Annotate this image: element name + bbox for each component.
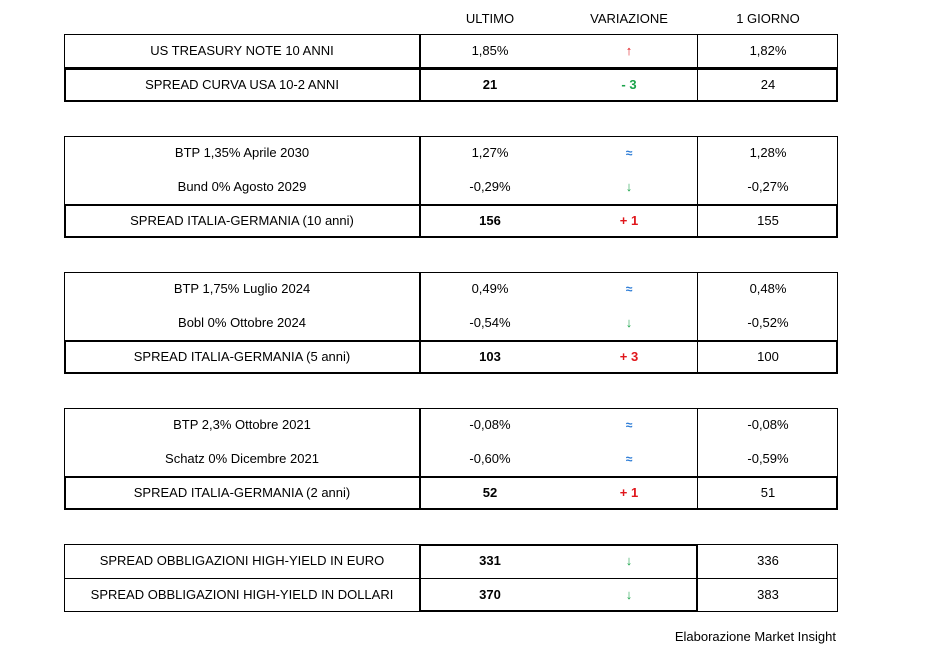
value-1-giorno: -0,08%: [747, 417, 789, 432]
table-row: BTP 1,35% Aprile 2030 1,27% ≈ 1,28%: [64, 136, 838, 170]
value-ultimo: -0,60%: [469, 451, 511, 466]
row-label: SPREAD ITALIA-GERMANIA (10 anni): [130, 213, 354, 228]
header-variazione: VARIAZIONE: [590, 11, 668, 26]
table-row: BTP 1,75% Luglio 2024 0,49% ≈ 0,48%: [64, 272, 838, 306]
value-ultimo: 103: [479, 349, 501, 364]
row-label: SPREAD ITALIA-GERMANIA (5 anni): [133, 349, 351, 364]
value-1-giorno: 51: [760, 485, 776, 500]
block-spread-10-anni: BTP 1,35% Aprile 2030 1,27% ≈ 1,28% Bund…: [64, 136, 838, 238]
table-row: SPREAD OBBLIGAZIONI HIGH-YIELD IN DOLLAR…: [64, 578, 838, 612]
value-ultimo: -0,29%: [469, 179, 511, 194]
table-row: US TREASURY NOTE 10 ANNI 1,85% ↑ 1,82%: [64, 34, 838, 68]
value-1-giorno: 0,48%: [749, 281, 787, 296]
value-ultimo: 52: [482, 485, 498, 500]
table-row: SPREAD ITALIA-GERMANIA (10 anni) 156 + 1…: [64, 204, 838, 238]
row-label: US TREASURY NOTE 10 ANNI: [150, 43, 334, 58]
value-ultimo: 1,85%: [471, 43, 509, 58]
row-label: Schatz 0% Dicembre 2021: [165, 451, 319, 466]
arrow-down-icon: ↓: [625, 315, 633, 330]
row-label: SPREAD OBBLIGAZIONI HIGH-YIELD IN DOLLAR…: [90, 587, 394, 602]
value-ultimo: 331: [479, 553, 501, 568]
value-1-giorno: 1,82%: [749, 43, 787, 58]
value-1-giorno: 24: [760, 77, 776, 92]
value-ultimo: 1,27%: [471, 145, 509, 160]
row-label: BTP 2,3% Ottobre 2021: [173, 417, 311, 432]
row-label: BTP 1,75% Luglio 2024: [173, 281, 311, 296]
value-1-giorno: 383: [757, 587, 779, 602]
arrow-up-icon: ↑: [625, 43, 633, 58]
value-variazione: - 3: [621, 77, 637, 92]
table-row: Schatz 0% Dicembre 2021 -0,60% ≈ -0,59%: [64, 442, 838, 476]
value-ultimo: 370: [479, 587, 501, 602]
value-1-giorno: -0,52%: [747, 315, 789, 330]
approx-icon: ≈: [625, 418, 633, 432]
value-1-giorno: -0,59%: [747, 451, 789, 466]
block-spread-5-anni: BTP 1,75% Luglio 2024 0,49% ≈ 0,48% Bobl…: [64, 272, 838, 374]
approx-icon: ≈: [625, 146, 633, 160]
value-variazione: + 3: [619, 349, 639, 364]
value-ultimo: 0,49%: [471, 281, 509, 296]
approx-icon: ≈: [625, 282, 633, 296]
value-1-giorno: 100: [757, 349, 779, 364]
value-ultimo: -0,54%: [469, 315, 511, 330]
table-row: Bund 0% Agosto 2029 -0,29% ↓ -0,27%: [64, 170, 838, 204]
row-label: Bobl 0% Ottobre 2024: [178, 315, 306, 330]
block-us-treasury: US TREASURY NOTE 10 ANNI 1,85% ↑ 1,82% S…: [64, 34, 838, 102]
row-label: SPREAD OBBLIGAZIONI HIGH-YIELD IN EURO: [99, 553, 385, 568]
header-1-giorno: 1 GIORNO: [736, 11, 800, 26]
value-variazione: + 1: [619, 213, 639, 228]
value-1-giorno: -0,27%: [747, 179, 789, 194]
value-1-giorno: 155: [757, 213, 779, 228]
table-row: Bobl 0% Ottobre 2024 -0,54% ↓ -0,52%: [64, 306, 838, 340]
value-variazione: + 1: [619, 485, 639, 500]
table-row: SPREAD CURVA USA 10-2 ANNI 21 - 3 24: [64, 68, 838, 102]
block-high-yield: SPREAD OBBLIGAZIONI HIGH-YIELD IN EURO 3…: [64, 544, 838, 612]
table-row: SPREAD ITALIA-GERMANIA (2 anni) 52 + 1 5…: [64, 476, 838, 510]
row-label: Bund 0% Agosto 2029: [177, 179, 307, 194]
table-row: SPREAD ITALIA-GERMANIA (5 anni) 103 + 3 …: [64, 340, 838, 374]
table-row: SPREAD OBBLIGAZIONI HIGH-YIELD IN EURO 3…: [64, 544, 838, 578]
arrow-down-icon: ↓: [625, 553, 633, 568]
value-1-giorno: 336: [757, 553, 779, 568]
value-ultimo: 21: [482, 77, 498, 92]
arrow-down-icon: ↓: [625, 179, 633, 194]
value-ultimo: 156: [479, 213, 501, 228]
block-spread-2-anni: BTP 2,3% Ottobre 2021 -0,08% ≈ -0,08% Sc…: [64, 408, 838, 510]
footer-credit: Elaborazione Market Insight: [674, 629, 836, 644]
arrow-down-icon: ↓: [625, 587, 633, 602]
approx-icon: ≈: [625, 452, 633, 466]
row-label: SPREAD CURVA USA 10-2 ANNI: [145, 77, 339, 92]
table-row: BTP 2,3% Ottobre 2021 -0,08% ≈ -0,08%: [64, 408, 838, 442]
value-1-giorno: 1,28%: [749, 145, 787, 160]
header-ultimo: ULTIMO: [465, 11, 515, 26]
row-label: SPREAD ITALIA-GERMANIA (2 anni): [133, 485, 351, 500]
row-label: BTP 1,35% Aprile 2030: [174, 145, 310, 160]
value-ultimo: -0,08%: [469, 417, 511, 432]
